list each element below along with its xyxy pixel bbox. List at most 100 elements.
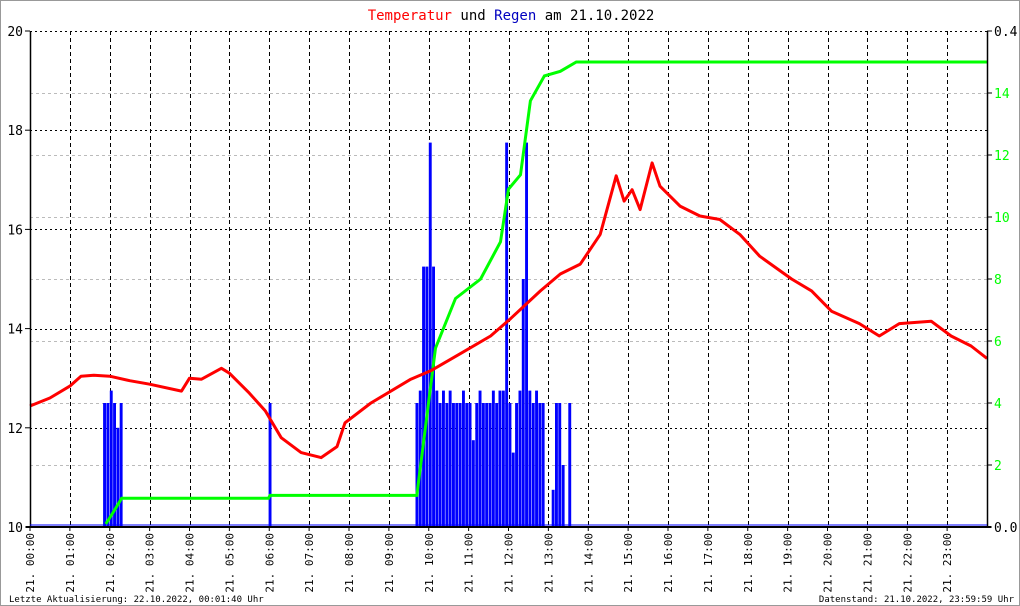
rain-bar [568, 403, 572, 527]
rain-bar [558, 403, 562, 527]
rain-bar [428, 142, 432, 527]
y-left-tick-label: 16 [7, 223, 23, 238]
y-right-sum-tick-label: 14 [994, 87, 1010, 102]
rain-bar [551, 489, 555, 527]
x-tick-label: 21. 06:00 [263, 533, 276, 593]
x-tick-label: 21. 10:00 [423, 533, 436, 593]
x-tick-label: 21. 07:00 [303, 533, 316, 593]
footer-data-status: Datenstand: 21.10.2022, 23:59:59 Uhr [819, 595, 1015, 605]
y-right-sum-tick-label: 12 [994, 149, 1010, 164]
x-tick-label: 21. 03:00 [144, 533, 157, 593]
rain-bar [538, 403, 542, 527]
x-tick-label: 21. 09:00 [383, 533, 396, 593]
rain-bar [561, 465, 565, 527]
y-right-sum-tick-label: 8 [994, 273, 1002, 288]
rain-bar [268, 403, 272, 527]
rain-bar [531, 403, 535, 527]
rain-bar [455, 403, 459, 527]
rain-bar [448, 390, 452, 527]
rain-bar [468, 403, 472, 527]
x-tick-label: 21. 15:00 [622, 533, 635, 593]
x-tick-label: 21. 19:00 [782, 533, 795, 593]
rain-bar [491, 390, 495, 527]
rain-bar [415, 403, 419, 527]
rain-bar [116, 427, 120, 527]
rain-bar [508, 403, 512, 527]
x-tick-label: 21. 01:00 [64, 533, 77, 593]
rain-bar [518, 390, 522, 527]
rain-bar [478, 390, 482, 527]
x-tick-label: 21. 12:00 [503, 533, 516, 593]
chart-title: Temperatur und Regen am 21.10.2022 [368, 8, 655, 24]
rain-bar [462, 390, 465, 527]
rain-bar [501, 390, 505, 527]
x-tick-label: 21. 00:00 [24, 533, 37, 593]
rain-bar [109, 390, 113, 527]
rain-bar [521, 279, 525, 527]
rain-bar [471, 440, 475, 527]
rain-bar [113, 403, 116, 527]
x-tick-label: 21. 17:00 [702, 533, 715, 593]
rain-bar [425, 266, 429, 527]
y-right-sum-tick-label: 6 [994, 335, 1002, 350]
rain-bar [481, 403, 485, 527]
y-right-sum-tick-label: 4 [994, 397, 1002, 412]
y-left-tick-label: 18 [7, 124, 23, 139]
x-tick-label: 21. 18:00 [742, 533, 755, 593]
x-tick-label: 21. 22:00 [901, 533, 914, 593]
title-and: und [452, 8, 494, 24]
x-tick-label: 21. 16:00 [662, 533, 675, 593]
x-tick-label: 21. 04:00 [184, 533, 197, 593]
rain-bar [515, 403, 518, 527]
title-temperature: Temperatur [368, 8, 452, 24]
rain-bar [458, 403, 462, 527]
rain-bar [475, 403, 479, 527]
rain-bar [432, 266, 435, 527]
y-right-sum-tick-label: 10 [994, 211, 1010, 226]
rain-bar [485, 403, 489, 527]
y-left-tick-label: 12 [7, 422, 23, 437]
x-tick-label: 21. 13:00 [542, 533, 555, 593]
rain-bar [541, 403, 545, 527]
x-tick-label: 21. 14:00 [582, 533, 595, 593]
title-rain: Regen [494, 8, 536, 24]
rain-bar [528, 390, 532, 527]
x-tick-label: 21. 05:00 [223, 533, 236, 593]
rain-bar [495, 403, 499, 527]
y-left-tick-label: 14 [7, 323, 23, 338]
x-tick-label: 21. 08:00 [343, 533, 356, 593]
y-right-sum-tick-label: 2 [994, 459, 1002, 474]
rain-bar [488, 403, 492, 527]
y-left-tick-label: 10 [7, 521, 23, 536]
rain-bar [119, 403, 123, 527]
x-tick-label: 21. 02:00 [104, 533, 117, 593]
rain-bar [511, 452, 515, 527]
footer-last-update: Letzte Aktualisierung: 22.10.2022, 00:01… [9, 595, 264, 605]
rain-bar [452, 403, 455, 527]
temperature-line [29, 161, 988, 460]
rain-bar [525, 142, 528, 527]
x-tick-label: 21. 23:00 [941, 533, 954, 593]
rain-bar [465, 403, 469, 527]
rain-bar [422, 266, 425, 527]
rain-bar [445, 403, 449, 527]
rain-bar [498, 390, 502, 527]
rain-bar [106, 403, 110, 527]
y-right-rain-tick-label: 0.4 [994, 25, 1018, 40]
x-tick-label: 21. 20:00 [822, 533, 835, 593]
x-tick-label: 21. 11:00 [463, 533, 476, 593]
rain-bar [103, 403, 106, 527]
y-left-tick-label: 20 [7, 25, 23, 40]
y-right-rain-tick-label: 0.0 [994, 521, 1017, 536]
rain-bar [555, 403, 558, 527]
rain-sum-line [104, 60, 987, 525]
rain-bar [505, 142, 509, 527]
title-date: am 21.10.2022 [536, 8, 654, 24]
rain-bar [535, 390, 538, 527]
rain-bar [435, 390, 439, 527]
rain-bar [442, 390, 445, 527]
rain-bar [438, 403, 442, 527]
x-tick-label: 21. 21:00 [861, 533, 874, 593]
